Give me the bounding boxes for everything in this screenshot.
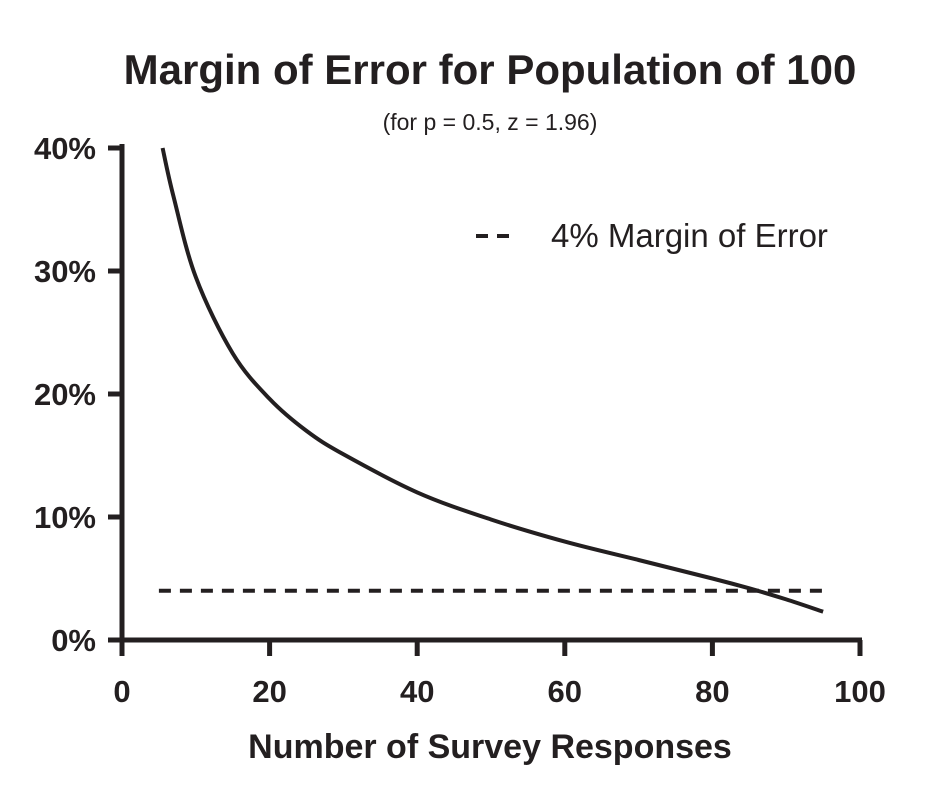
- x-tick-label-100: 100: [834, 674, 886, 709]
- chart-title: Margin of Error for Population of 100: [124, 46, 857, 93]
- y-tick-label-30: 30%: [34, 254, 96, 289]
- series-layer: [158, 147, 824, 614]
- x-tick-label-20: 20: [252, 674, 286, 709]
- x-axis-ticks: 0 20 40 60 80 100: [113, 640, 886, 709]
- x-tick-label-80: 80: [695, 674, 729, 709]
- series-margin-of-error-curve: [160, 147, 824, 614]
- y-tick-label-20: 20%: [34, 377, 96, 412]
- legend-label-4pct-moe: 4% Margin of Error: [551, 217, 828, 254]
- y-tick-label-0: 0%: [51, 623, 96, 658]
- y-tick-label-40: 40%: [34, 131, 96, 166]
- y-axis-ticks: 0% 10% 20% 30% 40%: [34, 131, 122, 658]
- legend: 4% Margin of Error: [476, 217, 828, 254]
- x-tick-label-60: 60: [548, 674, 582, 709]
- chart-subtitle: (for p = 0.5, z = 1.96): [383, 109, 598, 135]
- x-tick-label-0: 0: [113, 674, 130, 709]
- y-tick-label-10: 10%: [34, 500, 96, 535]
- x-tick-label-40: 40: [400, 674, 434, 709]
- x-axis-title: Number of Survey Responses: [248, 728, 732, 766]
